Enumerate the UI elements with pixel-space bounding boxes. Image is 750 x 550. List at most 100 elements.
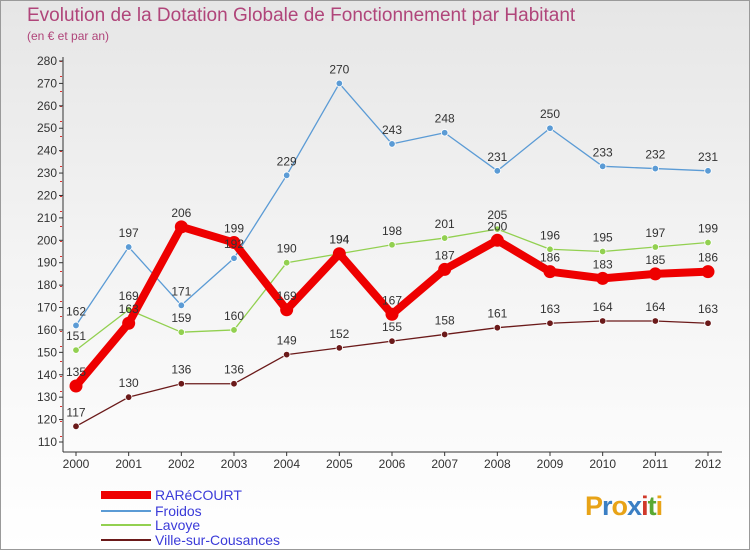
data-point [72,422,80,431]
data-label: 198 [382,224,402,238]
data-point [72,321,80,330]
data-point [282,350,291,359]
series-rar-court [69,220,715,393]
data-label: 152 [329,327,349,341]
x-tick-label: 2003 [221,457,248,471]
data-label: 199 [698,222,718,236]
y-tick-label: 240 [37,144,57,158]
data-point [440,129,449,137]
logo-letter: t [647,491,657,521]
data-point [440,330,449,339]
data-label: 169 [277,289,297,303]
logo-letter: r [602,491,612,521]
data-label: 197 [645,226,665,240]
data-label: 130 [119,376,139,390]
data-point [230,380,238,388]
data-label: 248 [435,112,455,126]
y-tick-label: 180 [37,278,57,292]
y-tick-label: 170 [37,301,57,315]
data-point [438,262,452,276]
data-label: 158 [435,313,455,327]
data-label: 194 [329,233,349,247]
data-label: 155 [382,320,402,334]
logo-letter: i [655,491,663,521]
y-tick-label: 230 [37,166,57,180]
data-label: 160 [224,309,244,323]
y-tick-label: 140 [37,368,57,382]
data-label: 194 [329,233,349,247]
logo-letter: o [611,491,628,521]
data-point [598,317,607,325]
legend-swatch [101,491,151,499]
data-point [124,393,133,401]
data-point [388,241,396,249]
y-tick-label: 120 [37,413,57,427]
data-label: 250 [540,107,560,121]
data-point [124,243,133,251]
data-label: 164 [593,300,613,314]
data-label: 167 [382,293,402,307]
y-tick-label: 200 [37,233,57,247]
data-label: 149 [277,334,297,348]
legend-label: Froidos [155,503,202,519]
x-tick-label: 2007 [431,457,458,471]
data-label: 183 [593,257,613,271]
logo-letter: x [627,491,642,521]
legend-label: RARéCOURT [155,487,242,503]
legend-swatch [101,539,151,541]
data-label: 199 [224,222,244,236]
data-point [174,220,188,234]
data-label: 159 [171,311,191,325]
data-label: 232 [645,148,665,162]
data-point [546,124,554,132]
data-point [335,79,344,88]
data-label: 136 [171,363,191,377]
data-label: 200 [487,219,507,233]
data-label: 190 [277,242,297,256]
data-label: 169 [119,289,139,303]
x-tick-label: 2008 [484,457,511,471]
data-point [280,303,294,317]
y-tick-label: 250 [37,121,57,135]
x-tick-label: 2002 [168,457,195,471]
chart-title: Evolution de la Dotation Globale de Fonc… [27,5,576,26]
data-label: 270 [329,62,349,76]
data-point [177,380,186,388]
data-label: 164 [645,300,665,314]
x-tick-label: 2009 [537,457,564,471]
data-label: 229 [277,154,297,168]
data-point [493,167,502,175]
data-label: 205 [487,208,507,222]
data-label: 196 [540,228,560,242]
x-tick-label: 2012 [695,457,722,471]
proxiti-logo: Proxiti [585,491,663,522]
data-label: 231 [487,150,507,164]
x-tick-label: 2010 [589,457,616,471]
data-point [227,236,241,250]
data-label: 233 [593,145,613,159]
data-point [543,265,557,279]
data-label: 192 [224,237,244,251]
data-point [704,167,712,175]
data-point [388,140,396,148]
data-label: 163 [119,302,139,316]
data-point [230,254,238,262]
data-point [440,234,449,242]
data-point [651,317,660,325]
x-tick-label: 2000 [63,457,90,471]
data-point [388,337,396,345]
y-tick-label: 110 [38,435,57,449]
data-point [490,233,504,247]
data-label: 186 [540,251,560,265]
data-label: 136 [224,363,244,377]
data-point [701,265,715,279]
logo-letter: i [641,491,648,521]
data-label: 187 [435,248,455,262]
data-point [177,301,186,309]
data-point [230,326,238,334]
y-tick-label: 190 [37,256,57,270]
data-point [72,346,80,354]
data-point [282,171,291,179]
logo-letter: P [585,491,603,521]
data-point [596,271,610,285]
